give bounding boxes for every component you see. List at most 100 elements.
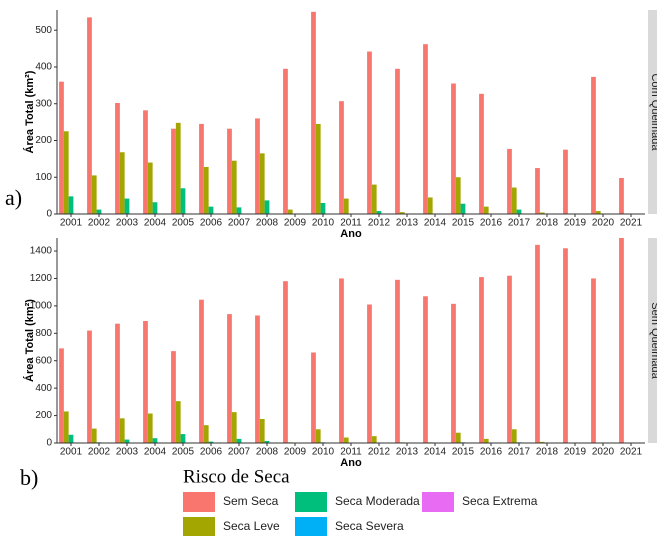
bar <box>180 188 186 214</box>
bar <box>91 428 97 443</box>
bar <box>511 429 517 443</box>
bar <box>87 17 92 215</box>
x-tick-label: 2008 <box>256 447 279 458</box>
bar <box>227 314 232 443</box>
bar <box>236 207 242 214</box>
y-tick-label: 0 <box>46 438 52 449</box>
y-tick-label: 200 <box>35 410 52 421</box>
x-tick-label: 2011 <box>340 447 362 458</box>
bar <box>264 440 270 443</box>
x-tick-label: 2005 <box>172 447 195 458</box>
bar <box>343 198 349 214</box>
bar <box>152 202 158 214</box>
y-tick-label: 1200 <box>30 273 53 284</box>
bar <box>68 434 74 443</box>
bar <box>507 275 512 443</box>
x-tick-label: 2010 <box>312 447 335 458</box>
x-tick-label: 2001 <box>60 218 83 229</box>
bar <box>147 413 153 443</box>
x-tick-label: 2010 <box>312 218 335 229</box>
bar <box>539 212 545 214</box>
bar <box>371 436 377 443</box>
bar <box>124 198 130 214</box>
facet-strip-label: Sem Queimada <box>649 302 657 379</box>
bar <box>115 102 120 214</box>
y-tick-label: 600 <box>35 355 52 366</box>
bar <box>255 118 260 214</box>
bar <box>119 152 125 214</box>
legend-swatch <box>295 492 327 512</box>
x-tick-label: 2004 <box>144 218 167 229</box>
bar <box>171 128 176 214</box>
x-axis-title: Ano <box>340 457 362 469</box>
bar <box>451 303 456 443</box>
x-axis-title: Ano <box>340 228 362 240</box>
facet-strip <box>648 238 657 443</box>
bar <box>339 278 344 443</box>
bar <box>259 419 265 443</box>
bar <box>119 418 125 443</box>
bar <box>171 351 176 443</box>
bar <box>395 68 400 214</box>
y-tick-label: 800 <box>35 328 52 339</box>
bar <box>427 197 433 214</box>
y-tick-label: 400 <box>35 383 52 394</box>
bar <box>535 244 540 443</box>
x-tick-label: 2001 <box>60 447 83 458</box>
legend-swatch <box>422 492 454 512</box>
bar <box>203 166 209 214</box>
bar <box>231 412 237 443</box>
bar <box>339 101 344 214</box>
x-tick-label: 2018 <box>536 447 559 458</box>
bar <box>180 434 186 443</box>
x-tick-label: 2002 <box>88 447 111 458</box>
bar <box>516 209 522 214</box>
legend-title: Risco de Seca <box>183 466 290 487</box>
bar <box>455 432 461 443</box>
bar <box>143 110 148 214</box>
x-tick-label: 2012 <box>368 218 391 229</box>
x-tick-label: 2004 <box>144 447 167 458</box>
bar <box>255 315 260 443</box>
x-tick-label: 2005 <box>172 218 195 229</box>
bar <box>460 203 466 214</box>
x-tick-label: 2013 <box>396 218 419 229</box>
y-axis-title: Área Total (km²) <box>23 299 36 382</box>
legend-label: Seca Severa <box>335 519 404 533</box>
y-tick-label: 500 <box>35 25 52 36</box>
bar <box>315 123 321 214</box>
x-tick-label: 2007 <box>228 447 251 458</box>
x-tick-label: 2007 <box>228 218 251 229</box>
x-tick-label: 2003 <box>116 447 139 458</box>
x-tick-label: 2014 <box>424 447 447 458</box>
bar <box>63 411 69 443</box>
x-tick-label: 2009 <box>284 447 307 458</box>
bar <box>59 81 64 214</box>
x-tick-label: 2016 <box>480 218 503 229</box>
x-tick-label: 2021 <box>620 218 643 229</box>
bar <box>227 128 232 214</box>
y-axis-title: Área Total (km²) <box>23 70 36 153</box>
bar <box>595 211 601 214</box>
y-tick-label: 200 <box>35 135 52 146</box>
bar <box>59 348 64 443</box>
bar <box>367 51 372 215</box>
bar <box>399 212 405 214</box>
x-tick-label: 2015 <box>452 218 475 229</box>
bar <box>231 160 237 214</box>
bar <box>563 248 568 443</box>
bar <box>115 323 120 443</box>
facet-strip-label: Com Queimada <box>649 73 657 151</box>
bar <box>455 177 461 214</box>
bar <box>320 202 326 214</box>
y-tick-label: 1400 <box>30 246 53 257</box>
legend-label: Seca Extrema <box>462 494 538 508</box>
x-tick-label: 2002 <box>88 218 111 229</box>
bar <box>535 168 540 214</box>
bar <box>208 206 214 214</box>
x-tick-label: 2020 <box>592 218 615 229</box>
legend-swatch <box>295 517 327 536</box>
facet-strip <box>648 10 657 214</box>
bar <box>264 200 270 214</box>
